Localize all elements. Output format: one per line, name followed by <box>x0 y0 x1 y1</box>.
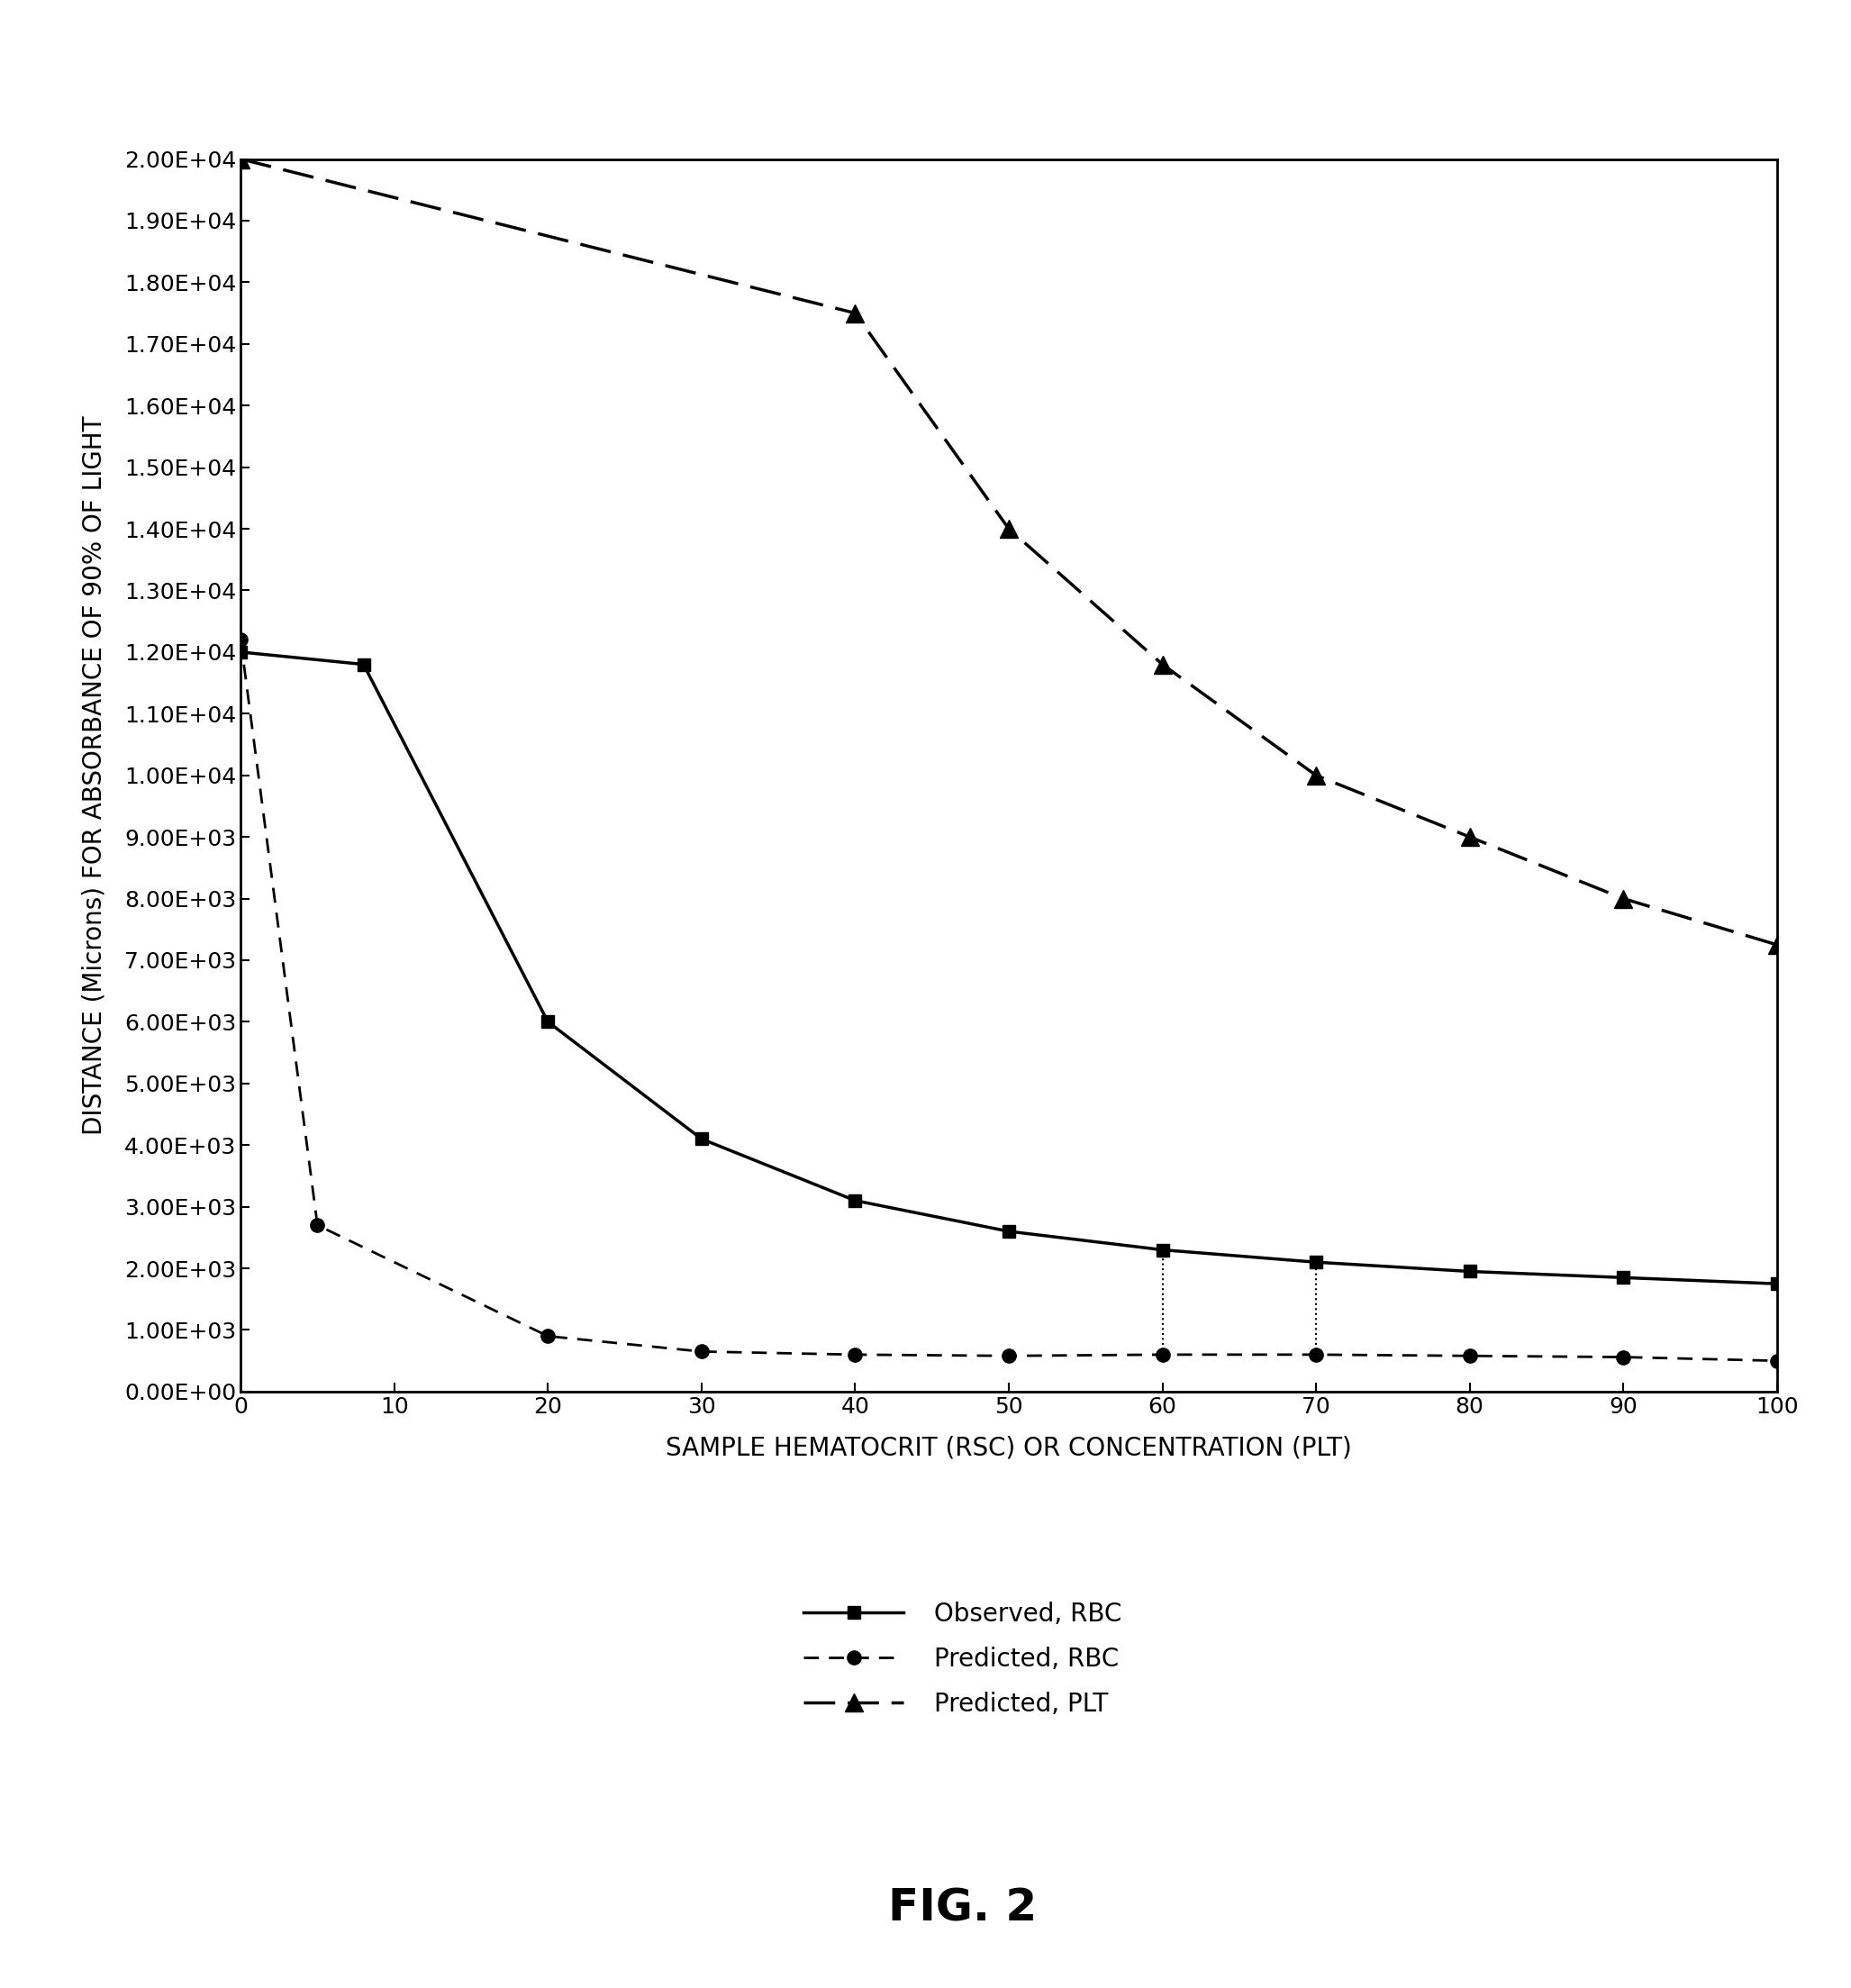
Line: Predicted, RBC: Predicted, RBC <box>233 632 1784 1368</box>
Observed, RBC <box>1612 1266 1634 1290</box>
Observed, RBC <box>998 1219 1020 1242</box>
Predicted, PLT <box>1151 652 1174 676</box>
Predicted, PLT <box>1612 887 1634 911</box>
Line: Observed, RBC: Observed, RBC <box>235 646 1783 1290</box>
Text: FIG. 2: FIG. 2 <box>888 1887 1037 1930</box>
Predicted, RBC <box>690 1340 713 1364</box>
Predicted, PLT <box>230 147 252 171</box>
Legend: Observed, RBC, Predicted, RBC, Predicted, PLT: Observed, RBC, Predicted, RBC, Predicted… <box>803 1602 1122 1718</box>
X-axis label: SAMPLE HEMATOCRIT (RSC) OR CONCENTRATION (PLT): SAMPLE HEMATOCRIT (RSC) OR CONCENTRATION… <box>666 1435 1351 1461</box>
Predicted, PLT <box>998 517 1020 541</box>
Predicted, PLT <box>1459 825 1481 849</box>
Predicted, RBC <box>998 1344 1020 1368</box>
Observed, RBC <box>1151 1239 1174 1262</box>
Observed, RBC <box>690 1127 713 1151</box>
Predicted, PLT <box>844 300 866 324</box>
Predicted, RBC <box>537 1324 559 1348</box>
Observed, RBC <box>537 1010 559 1034</box>
Predicted, PLT <box>1305 763 1327 787</box>
Observed, RBC <box>1305 1250 1327 1274</box>
Predicted, RBC <box>307 1213 329 1237</box>
Observed, RBC <box>230 640 252 664</box>
Predicted, RBC <box>1305 1342 1327 1366</box>
Line: Predicted, PLT: Predicted, PLT <box>231 151 1786 954</box>
Predicted, RBC <box>230 628 252 652</box>
Predicted, PLT <box>1766 932 1788 956</box>
Predicted, RBC <box>1459 1344 1481 1368</box>
Predicted, RBC <box>1151 1342 1174 1366</box>
Predicted, RBC <box>1612 1346 1634 1370</box>
Observed, RBC <box>844 1189 866 1213</box>
Y-axis label: DISTANCE (Microns) FOR ABSORBANCE OF 90% OF LIGHT: DISTANCE (Microns) FOR ABSORBANCE OF 90%… <box>81 415 107 1135</box>
Predicted, RBC <box>1766 1348 1788 1372</box>
Predicted, RBC <box>844 1342 866 1366</box>
Observed, RBC <box>1459 1260 1481 1284</box>
Observed, RBC <box>1766 1272 1788 1296</box>
Observed, RBC <box>352 652 374 676</box>
